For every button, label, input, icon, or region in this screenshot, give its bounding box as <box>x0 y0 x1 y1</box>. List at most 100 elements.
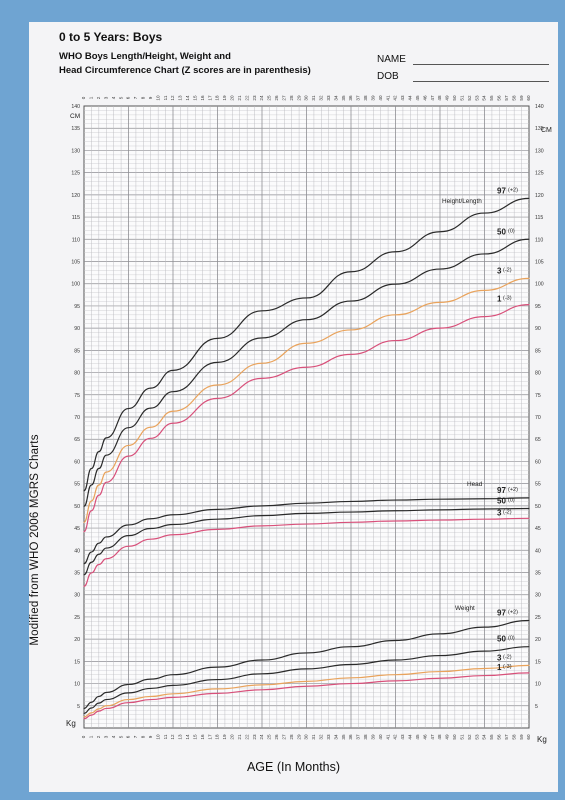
x-tick-label-top: 34 <box>333 95 338 101</box>
x-tick-label-bottom: 4 <box>111 735 116 738</box>
x-tick-label-bottom: 21 <box>237 734 242 740</box>
x-tick-label-bottom: 27 <box>281 734 286 740</box>
y-tick-label-left: 100 <box>71 282 80 288</box>
x-tick-label-top: 6 <box>126 96 131 99</box>
x-tick-label-bottom: 36 <box>348 734 353 740</box>
x-tick-label-bottom: 55 <box>489 734 494 740</box>
x-tick-label-bottom: 3 <box>103 735 108 738</box>
y-tick-label-left: 10 <box>74 682 80 688</box>
y-tick-label-left: 15 <box>74 659 80 665</box>
x-tick-label-top: 48 <box>437 95 442 101</box>
x-tick-label-bottom: 45 <box>415 734 420 740</box>
x-tick-label-bottom: 58 <box>511 734 516 740</box>
x-tick-label-bottom: 22 <box>244 734 249 740</box>
x-tick-label-top: 9 <box>148 96 153 99</box>
name-field[interactable]: NAME <box>377 54 549 65</box>
x-tick-label-top: 29 <box>296 95 301 101</box>
series-label: 50 <box>497 635 506 644</box>
x-tick-label-top: 5 <box>118 96 123 99</box>
series-label: 3 <box>497 266 502 275</box>
x-tick-label-top: 47 <box>430 95 435 101</box>
y-tick-label-left: 65 <box>74 437 80 443</box>
series-label: 1 <box>497 295 502 304</box>
y-tick-label-right: 105 <box>535 260 544 266</box>
x-tick-label-bottom: 30 <box>304 734 309 740</box>
x-tick-label-bottom: 8 <box>141 735 146 738</box>
series-line-height-length-50 <box>83 238 530 507</box>
x-tick-label-bottom: 31 <box>311 734 316 740</box>
side-label: Modified from WHO 2006 MGRS Charts <box>29 434 41 646</box>
x-tick-label-bottom: 49 <box>445 734 450 740</box>
y-axis-unit-left: CM <box>70 113 80 120</box>
y-tick-label-left: 55 <box>74 482 80 488</box>
name-label: NAME <box>377 54 406 65</box>
x-axis-label: AGE (In Months) <box>246 760 341 774</box>
dob-field[interactable]: DOB <box>377 71 549 82</box>
x-tick-label-top: 30 <box>304 95 309 101</box>
x-tick-label-bottom: 43 <box>400 734 405 740</box>
y-tick-label-left: 35 <box>74 571 80 577</box>
x-tick-label-top: 56 <box>497 95 502 101</box>
x-tick-label-bottom: 13 <box>178 734 183 740</box>
series-line-height-length-97 <box>83 197 530 492</box>
y-tick-label-right: 90 <box>535 326 541 332</box>
x-tick-label-top: 15 <box>192 95 197 101</box>
x-tick-label-bottom: 2 <box>96 735 101 738</box>
x-tick-label-top: 13 <box>178 95 183 101</box>
y-tick-label-left: 120 <box>71 193 80 199</box>
series-z-label: (-3) <box>503 296 512 302</box>
series-line-weight-97 <box>83 619 530 710</box>
series-line-height-length-1 <box>83 303 530 533</box>
series-line-weight-1 <box>83 672 530 720</box>
series-z-label: (-2) <box>503 654 512 660</box>
series-z-label: (0) <box>508 228 515 234</box>
growth-chart: 0011223344556677889910101111121213131414… <box>66 95 552 744</box>
x-tick-label-top: 17 <box>207 95 212 101</box>
series-label: 97 <box>497 186 506 195</box>
x-tick-label-bottom: 1 <box>89 735 94 738</box>
series-line-weight-50 <box>83 646 530 714</box>
y-tick-label-left: 20 <box>74 637 80 643</box>
x-tick-label-top: 12 <box>170 95 175 101</box>
y-tick-label-right: 70 <box>535 415 541 421</box>
series-z-label: (0) <box>508 498 515 504</box>
x-tick-label-top: 35 <box>341 95 346 101</box>
x-tick-label-top: 59 <box>519 95 524 101</box>
x-tick-label-bottom: 52 <box>467 734 472 740</box>
series-z-label: (0) <box>508 636 515 642</box>
x-tick-label-top: 44 <box>408 95 413 101</box>
x-tick-label-top: 60 <box>526 95 531 101</box>
y-tick-label-left: 105 <box>71 260 80 266</box>
x-tick-label-top: 43 <box>400 95 405 101</box>
x-tick-label-bottom: 53 <box>474 734 479 740</box>
y-tick-label-left: 50 <box>74 504 80 510</box>
name-line <box>413 64 549 65</box>
x-tick-label-bottom: 33 <box>326 734 331 740</box>
series-line-head-50 <box>83 507 530 576</box>
y-tick-label-right: 95 <box>535 304 541 310</box>
series-z-label: (+2) <box>508 609 518 615</box>
series-line-height-length-3 <box>83 277 530 523</box>
x-tick-label-top: 39 <box>370 95 375 101</box>
y-tick-label-right: 35 <box>535 571 541 577</box>
x-tick-label-bottom: 23 <box>252 734 257 740</box>
y-tick-label-right: 75 <box>535 393 541 399</box>
x-tick-label-top: 3 <box>103 96 108 99</box>
x-tick-label-top: 36 <box>348 95 353 101</box>
series-z-label: (+2) <box>508 487 518 493</box>
x-tick-label-bottom: 10 <box>155 734 160 740</box>
series-label: 50 <box>497 227 506 236</box>
y-tick-label-left: 30 <box>74 593 80 599</box>
x-tick-label-top: 52 <box>467 95 472 101</box>
x-tick-label-bottom: 47 <box>430 734 435 740</box>
x-tick-label-top: 40 <box>378 95 383 101</box>
x-tick-label-top: 25 <box>267 95 272 101</box>
x-tick-label-top: 28 <box>289 95 294 101</box>
y-tick-label-left: 115 <box>72 215 80 221</box>
y-tick-label-right: 30 <box>535 593 541 599</box>
x-tick-label-bottom: 14 <box>185 734 190 740</box>
x-tick-label-top: 23 <box>252 95 257 101</box>
y-tick-label-left: 130 <box>71 148 80 154</box>
x-tick-label-bottom: 54 <box>482 734 487 740</box>
x-tick-label-bottom: 32 <box>319 734 324 740</box>
